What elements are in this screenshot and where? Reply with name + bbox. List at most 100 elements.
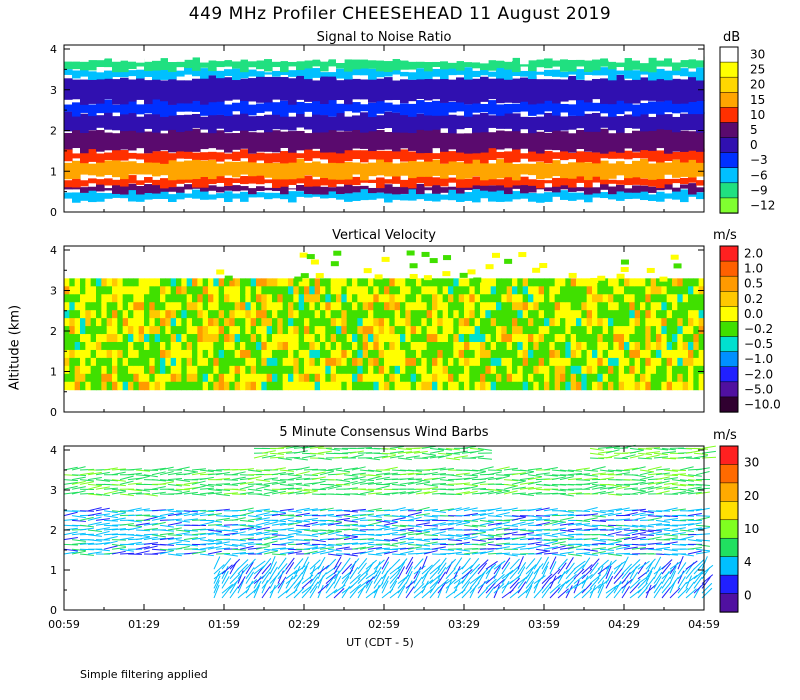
snr-layer-0-cell <box>208 194 217 200</box>
vv-cell <box>533 318 540 327</box>
vv-cell <box>373 278 380 287</box>
wind-barb <box>301 556 309 570</box>
vv-cell <box>240 357 246 367</box>
vv-cell <box>234 286 241 295</box>
wind-barb <box>111 512 126 517</box>
vv-cell <box>229 341 236 351</box>
colorbar-swatch <box>719 76 739 93</box>
vv-cell <box>501 341 508 351</box>
snr-layer-0-cell <box>160 190 169 199</box>
snr-layer-9-cell <box>432 68 441 77</box>
wind-barb <box>549 583 561 594</box>
vv-cell <box>565 334 572 343</box>
wind-barb <box>495 542 510 545</box>
vv-cell <box>549 357 556 367</box>
wind-barb <box>661 457 677 460</box>
snr-layer-5-cell <box>544 132 553 150</box>
wind-barb <box>191 493 206 496</box>
vv-cell <box>640 373 646 383</box>
snr-layer-10-cell <box>608 61 617 70</box>
snr-layer-10-cell <box>544 56 553 69</box>
wind-barb <box>605 575 614 589</box>
vv-cell <box>453 365 460 375</box>
snr-layer-7-cell <box>688 101 697 115</box>
wind-barb <box>527 507 542 512</box>
wind-barb <box>615 527 630 531</box>
vv-cell <box>512 349 518 359</box>
vv-cell <box>682 310 689 319</box>
wind-barb <box>519 471 534 476</box>
wind-barb <box>535 521 550 526</box>
wind-barb <box>71 490 86 495</box>
vv-cell <box>570 381 577 391</box>
vv-cell <box>528 310 534 319</box>
vv-cell <box>341 326 348 335</box>
snr-layer-8-cell <box>536 79 545 104</box>
vv-cell <box>538 349 545 359</box>
vv-cell <box>117 278 124 287</box>
snr-layer-9-cell <box>552 69 561 77</box>
vv-cell <box>293 341 300 351</box>
wind-barb <box>447 551 462 555</box>
snr-layer-4-cell <box>400 149 409 162</box>
snr-layer-7-cell <box>480 103 489 113</box>
snr-layer-6-cell <box>424 111 433 131</box>
snr-layer-6-cell <box>624 114 633 129</box>
wind-barb <box>429 568 440 580</box>
vv-cell <box>629 294 636 303</box>
vv-cell <box>74 278 81 287</box>
snr-layer-5-cell <box>696 131 705 152</box>
vv-cell <box>181 310 188 319</box>
snr-layer-9-cell <box>576 69 585 80</box>
vv-cell <box>96 294 102 303</box>
colorbar-swatch <box>719 306 739 323</box>
snr-layer-0-cell <box>672 191 681 200</box>
vv-cell <box>661 326 668 335</box>
wind-barb <box>461 581 471 594</box>
wind-barb <box>405 556 414 570</box>
wind-barb <box>693 455 708 459</box>
snr-layer-3-cell <box>272 162 281 180</box>
colorbar-label: 1.0 <box>744 262 763 276</box>
snr-layer-10-cell <box>664 58 673 67</box>
snr-layer-0-cell <box>312 192 321 197</box>
vv-cell <box>272 334 278 343</box>
snr-layer-9-cell <box>520 70 529 77</box>
vv-cell <box>490 302 497 311</box>
vv-cell <box>421 326 428 335</box>
snr-layer-11-cell <box>488 45 497 61</box>
vv-cell <box>85 310 92 319</box>
vv-cell <box>656 302 662 311</box>
colorbar-swatch <box>719 501 739 521</box>
vv-cell <box>336 302 342 311</box>
snr-layer-10-cell <box>216 61 225 68</box>
vv-cell <box>117 334 124 343</box>
vv-cell <box>138 286 145 295</box>
snr-layer-2-cell <box>512 180 521 186</box>
vv-cell <box>245 357 252 367</box>
snr-layer-3-cell <box>288 158 297 180</box>
wind-barb <box>303 474 319 476</box>
vv-cell <box>208 302 214 311</box>
vv-cell <box>149 294 156 303</box>
vv-cell <box>469 357 476 367</box>
vv-cell <box>90 381 97 391</box>
wind-barb <box>375 519 390 523</box>
wind-barb <box>295 488 310 492</box>
wind-barb <box>463 551 478 555</box>
vv-cell <box>261 373 268 383</box>
vv-cell <box>245 286 252 295</box>
vv-cell <box>133 341 140 351</box>
wind-barb <box>421 580 429 594</box>
wind-barb <box>399 537 414 541</box>
wind-barb <box>469 582 480 594</box>
wind-barb <box>597 584 605 599</box>
vv-cell <box>256 294 262 303</box>
vv-cell <box>693 381 700 391</box>
snr-layer-10-cell <box>656 60 665 67</box>
wind-barb <box>381 575 390 589</box>
vv-cell <box>634 326 641 335</box>
vv-cell <box>117 365 124 375</box>
wind-barb <box>215 471 230 476</box>
vv-cell <box>315 273 324 279</box>
